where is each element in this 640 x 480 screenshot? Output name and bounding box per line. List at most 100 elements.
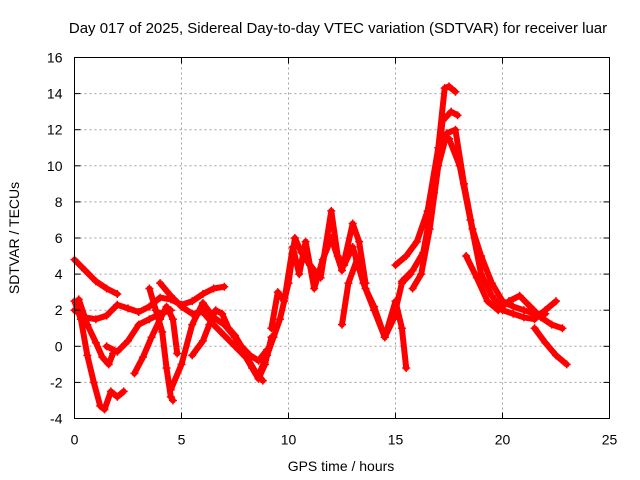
series-line xyxy=(167,300,266,393)
data-point xyxy=(389,315,398,324)
data-point xyxy=(130,369,139,378)
data-point xyxy=(156,293,165,302)
data-point xyxy=(89,378,98,387)
data-point xyxy=(408,266,417,275)
data-point xyxy=(541,338,550,347)
data-point xyxy=(447,107,456,116)
data-point xyxy=(205,320,214,329)
y-tick-label: 6 xyxy=(55,230,63,246)
data-point xyxy=(397,277,406,286)
data-point xyxy=(338,320,346,329)
data-point xyxy=(355,237,364,246)
data-point xyxy=(106,387,115,396)
data-point xyxy=(113,300,122,309)
data-point xyxy=(156,279,165,288)
data-point xyxy=(477,270,486,279)
data-point xyxy=(168,315,177,324)
series-track-2 xyxy=(70,297,128,414)
x-tick-label: 5 xyxy=(178,432,186,448)
data-point xyxy=(509,309,518,318)
data-point xyxy=(408,284,417,293)
x-axis-ticks: 0 5 10 15 20 25 xyxy=(71,57,618,448)
data-point xyxy=(138,353,147,362)
y-tick-label: -2 xyxy=(50,374,63,390)
data-point xyxy=(526,302,535,311)
y-tick-label: 16 xyxy=(47,50,63,66)
data-point xyxy=(547,320,556,329)
data-point xyxy=(537,313,546,322)
x-tick-label: 25 xyxy=(602,432,618,448)
data-point xyxy=(198,336,207,345)
data-point xyxy=(562,360,571,369)
data-point xyxy=(453,111,462,120)
data-point xyxy=(100,405,109,414)
data-point xyxy=(162,302,171,311)
data-point xyxy=(209,284,218,293)
data-point xyxy=(91,277,100,286)
x-tick-label: 0 xyxy=(71,432,79,448)
data-point xyxy=(402,252,411,261)
data-point xyxy=(113,289,122,298)
data-point xyxy=(391,261,400,270)
data-point xyxy=(173,349,182,358)
grid-layer xyxy=(74,57,610,419)
data-point xyxy=(348,219,357,228)
series-track-1 xyxy=(70,255,122,298)
data-point xyxy=(462,252,471,261)
data-point xyxy=(134,320,143,329)
data-point xyxy=(487,291,496,300)
series-line xyxy=(146,285,176,404)
data-point xyxy=(220,331,229,340)
data-point xyxy=(162,363,171,372)
series-track-18 xyxy=(462,252,567,333)
data-point xyxy=(245,351,254,360)
data-point xyxy=(198,298,207,307)
data-point xyxy=(530,324,539,333)
y-tick-label: 10 xyxy=(47,158,63,174)
data-point xyxy=(124,304,132,313)
data-point xyxy=(327,234,336,242)
data-point xyxy=(151,306,160,315)
data-point xyxy=(198,289,207,298)
data-point xyxy=(434,161,443,170)
y-tick-label: 0 xyxy=(55,338,63,354)
data-point xyxy=(113,347,122,356)
data-point xyxy=(515,291,524,300)
data-point xyxy=(338,266,346,275)
data-point xyxy=(442,129,451,138)
data-point xyxy=(145,315,154,324)
data-point xyxy=(552,297,560,306)
data-point xyxy=(104,360,113,369)
data-point xyxy=(290,234,299,242)
data-point xyxy=(494,306,503,315)
data-point xyxy=(402,363,411,372)
y-tick-label: 14 xyxy=(47,86,63,102)
x-tick-label: 20 xyxy=(495,432,511,448)
data-point xyxy=(445,134,453,143)
data-point xyxy=(188,320,197,329)
series-track-12 xyxy=(267,219,370,333)
y-tick-label: 12 xyxy=(47,122,63,138)
data-point xyxy=(102,342,111,351)
data-point xyxy=(218,309,227,318)
data-point xyxy=(412,237,421,246)
y-axis-title: SDTVAR / TECUs xyxy=(6,182,22,294)
data-point xyxy=(124,336,132,345)
data-point xyxy=(275,315,284,324)
data-point xyxy=(438,116,447,125)
data-point xyxy=(177,360,186,369)
data-point xyxy=(445,82,453,91)
data-point xyxy=(220,282,229,291)
data-point xyxy=(83,320,92,329)
data-point xyxy=(188,297,197,306)
data-point xyxy=(177,302,186,311)
data-point xyxy=(211,306,220,315)
data-point xyxy=(113,392,122,401)
data-point xyxy=(541,306,550,315)
data-point xyxy=(344,279,353,288)
data-point xyxy=(102,311,111,320)
data-point xyxy=(168,396,177,405)
data-point xyxy=(273,288,282,297)
data-point xyxy=(254,371,263,380)
data-point xyxy=(519,306,528,315)
